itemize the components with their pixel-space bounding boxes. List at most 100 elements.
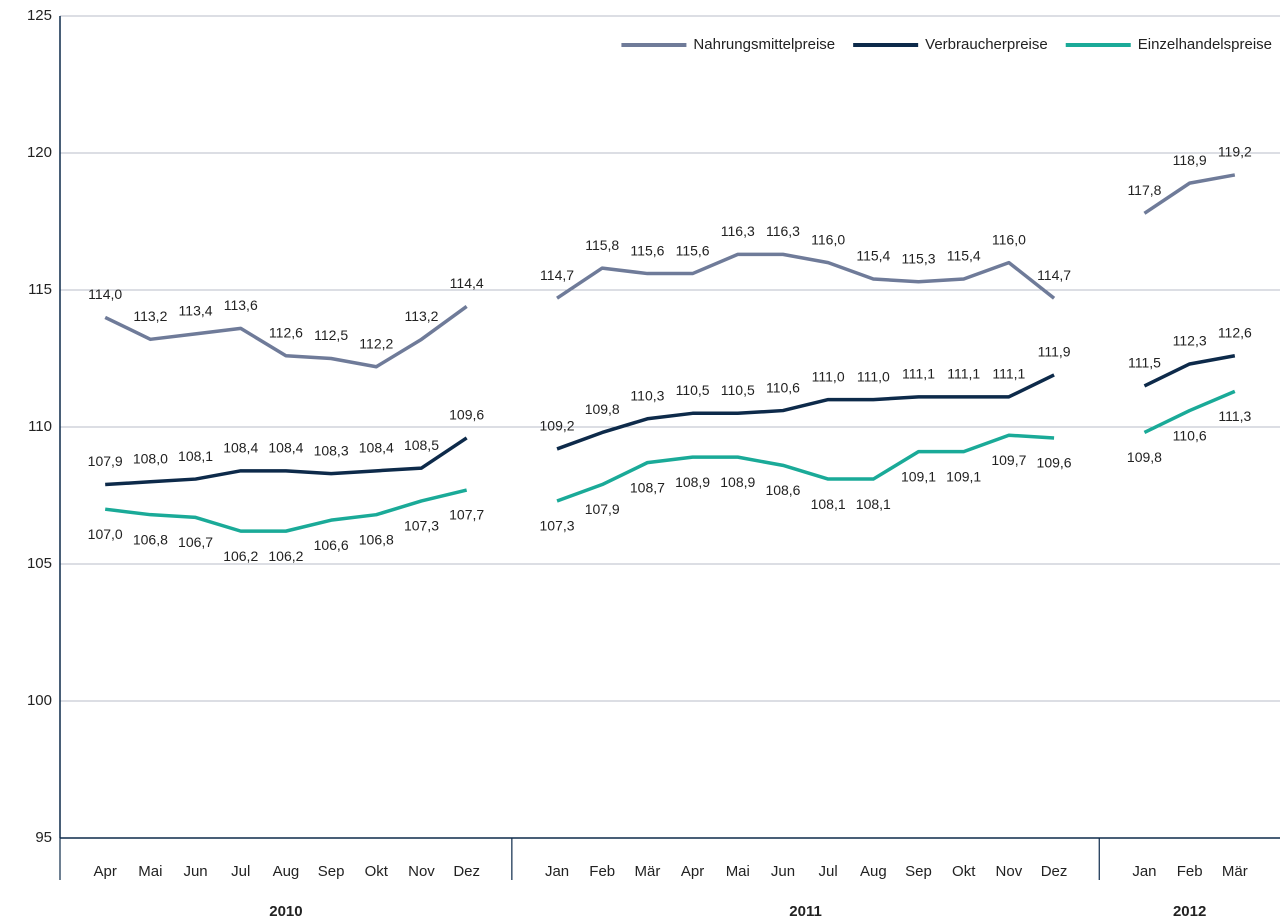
data-label: 112,2 [359,335,393,351]
data-label: 109,6 [1037,455,1072,471]
data-label: 112,6 [269,324,303,340]
data-label: 111,0 [812,368,845,384]
x-tick-label: Mai [726,863,750,880]
y-tick-label: 105 [27,555,52,572]
y-tick-label: 120 [27,144,52,161]
data-label: 110,5 [721,382,755,398]
x-tick-label: Mär [1222,863,1248,880]
data-label: 109,8 [1127,449,1162,465]
x-tick-label: Nov [996,863,1023,880]
data-label: 113,2 [404,308,438,324]
data-label: 107,0 [88,526,123,542]
data-label: 108,1 [178,448,213,464]
y-tick-label: 125 [27,7,52,24]
legend-label: Einzelhandelspreise [1138,36,1272,53]
data-label: 116,3 [766,223,800,239]
data-label: 106,8 [359,531,394,547]
data-label: 109,8 [585,401,620,417]
x-tick-label: Aug [273,863,300,880]
data-label: 107,3 [540,518,575,534]
year-label: 2012 [1173,903,1206,920]
legend-label: Nahrungsmittelpreise [693,36,835,53]
data-label: 108,6 [765,482,800,498]
x-tick-label: Jun [183,863,207,880]
data-label: 107,9 [585,501,620,517]
data-label: 106,6 [314,537,349,553]
x-tick-label: Okt [952,863,976,880]
x-tick-label: Feb [1177,863,1203,880]
data-label: 109,6 [449,407,484,423]
data-label: 114,4 [450,275,484,291]
data-label: 106,2 [223,548,258,564]
data-label: 112,3 [1173,333,1207,349]
data-label: 109,1 [901,468,936,484]
data-label: 111,1 [947,366,980,382]
x-tick-label: Jul [819,863,838,880]
x-tick-label: Jan [1132,863,1156,880]
data-label: 112,6 [1218,324,1252,340]
x-tick-label: Nov [408,863,435,880]
x-tick-label: Sep [318,863,345,880]
data-label: 111,5 [1128,355,1161,371]
data-label: 108,4 [359,440,394,456]
x-tick-label: Dez [1041,863,1068,880]
data-label: 117,8 [1127,182,1161,198]
x-tick-label: Feb [589,863,615,880]
data-label: 108,3 [314,442,349,458]
x-tick-label: Apr [681,863,704,880]
data-label: 106,8 [133,531,168,547]
data-label: 115,4 [947,248,981,264]
data-label: 108,1 [856,496,891,512]
data-label: 116,3 [721,223,755,239]
data-label: 110,5 [676,382,710,398]
data-label: 109,7 [991,452,1026,468]
x-tick-label: Aug [860,863,887,880]
data-label: 110,6 [1173,427,1207,443]
data-label: 108,0 [133,451,168,467]
x-tick-label: Okt [365,863,389,880]
data-label: 116,0 [992,231,1026,247]
data-label: 119,2 [1218,144,1252,160]
data-label: 118,9 [1173,152,1207,168]
x-tick-label: Sep [905,863,932,880]
data-label: 108,9 [675,474,710,490]
data-label: 108,1 [811,496,846,512]
data-label: 114,7 [1037,267,1071,283]
x-tick-label: Jan [545,863,569,880]
data-label: 109,2 [540,418,575,434]
data-label: 107,9 [88,453,123,469]
data-label: 107,3 [404,518,439,534]
data-label: 113,6 [224,297,258,313]
series-line [104,173,1236,369]
data-label: 110,3 [630,387,664,403]
series-line [105,354,1236,487]
year-label: 2011 [789,903,822,920]
data-label: 113,4 [179,303,213,319]
data-label: 115,6 [676,242,710,258]
y-tick-label: 115 [28,281,52,298]
data-label: 114,0 [88,286,122,302]
data-label: 108,4 [268,440,303,456]
data-label: 111,9 [1038,344,1071,360]
y-tick-label: 100 [27,692,52,709]
data-label: 106,2 [268,548,303,564]
y-tick-label: 110 [28,418,52,435]
data-label: 112,5 [314,327,348,343]
data-label: 116,0 [811,231,845,247]
data-label: 109,1 [946,468,981,484]
data-label: 108,9 [720,474,755,490]
data-label: 111,1 [902,366,935,382]
data-label: 111,0 [857,368,890,384]
year-label: 2010 [269,903,302,920]
data-label: 115,3 [902,250,936,266]
x-tick-label: Jul [231,863,250,880]
data-label: 114,7 [540,267,574,283]
x-tick-label: Mär [634,863,660,880]
data-label: 115,8 [585,237,619,253]
data-label: 107,7 [449,507,484,523]
data-label: 108,7 [630,479,665,495]
x-tick-label: Apr [94,863,117,880]
data-label: 111,3 [1218,408,1251,424]
x-tick-label: Jun [771,863,795,880]
